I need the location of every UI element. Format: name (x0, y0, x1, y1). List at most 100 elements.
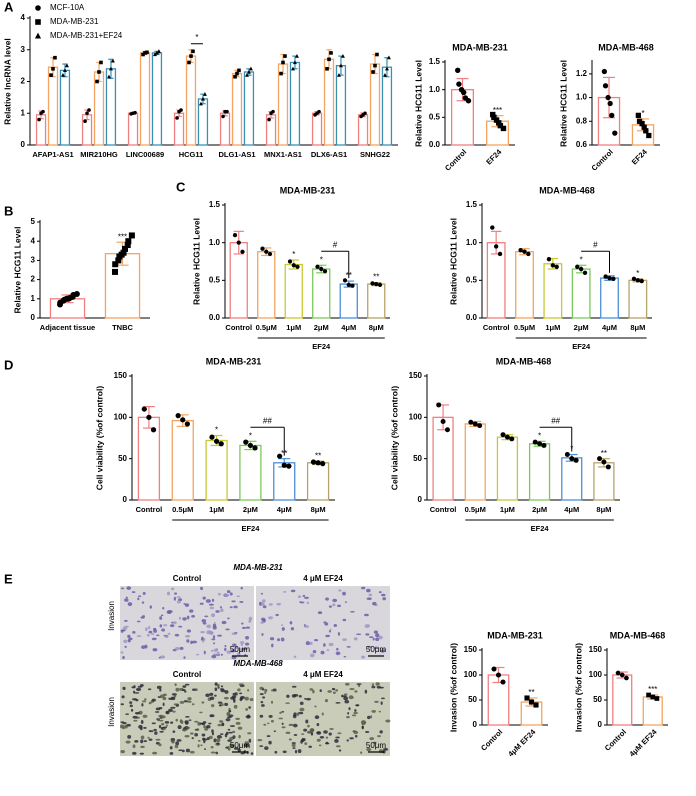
x-tick-label: DLX6-AS1 (311, 150, 347, 159)
x-tick-label: 4μM (602, 323, 617, 332)
cell (320, 650, 325, 655)
cell (354, 709, 357, 712)
data-point (582, 270, 588, 275)
bar (243, 71, 255, 146)
cell (212, 625, 217, 630)
data-point (53, 55, 57, 60)
cell (140, 616, 145, 619)
y-tick-label: 2 (31, 275, 36, 284)
cell (231, 655, 237, 660)
y-axis-label: Relative HCG11 Level (558, 60, 568, 147)
data-point (440, 418, 446, 424)
chart-title: MDA-MB-468 (539, 185, 595, 195)
bar (561, 457, 583, 501)
cell (184, 683, 190, 686)
cell (318, 744, 322, 747)
cell (316, 723, 320, 727)
data-point (122, 245, 129, 252)
comparison-label: # (593, 240, 598, 249)
significance-label: * (292, 250, 295, 259)
cell (158, 724, 162, 729)
cell (132, 715, 138, 719)
cell (247, 732, 252, 735)
bar (381, 66, 393, 146)
cell (281, 722, 284, 726)
cell (281, 726, 286, 729)
cell (166, 610, 170, 614)
cell (184, 603, 190, 607)
cell (144, 698, 147, 701)
cell (268, 616, 274, 620)
cell (232, 692, 237, 696)
cell (329, 628, 332, 631)
cell (187, 697, 192, 701)
cell (121, 725, 126, 730)
cell (378, 710, 381, 713)
panel-label: A (4, 0, 14, 14)
data-point (607, 275, 612, 281)
cell (162, 696, 167, 701)
cell (200, 586, 204, 591)
cell (226, 590, 231, 594)
data-point (237, 68, 241, 73)
cell (248, 738, 252, 743)
cell (307, 731, 312, 734)
x-tick-label: AFAP1-AS1 (32, 150, 73, 159)
micrograph (120, 682, 254, 756)
cell (147, 736, 150, 739)
cell (147, 688, 152, 691)
cell (375, 633, 380, 638)
cell (365, 731, 370, 733)
cell (261, 599, 266, 603)
cell (208, 735, 213, 740)
data-point (124, 242, 131, 249)
cell (161, 726, 164, 730)
cell (227, 617, 230, 620)
cell (145, 627, 148, 632)
cell (348, 707, 351, 711)
cell (205, 693, 210, 697)
data-point (35, 19, 41, 25)
data-point (179, 108, 183, 112)
data-point (472, 421, 478, 427)
cell (171, 621, 174, 624)
bar (289, 61, 301, 146)
cell (269, 637, 275, 641)
x-tick-label: Control (603, 727, 628, 752)
cell (264, 746, 269, 751)
column-label: Control (173, 670, 201, 679)
data-point (605, 464, 611, 470)
data-point (110, 58, 115, 63)
cell (334, 739, 339, 743)
cell (292, 747, 296, 749)
cell (211, 598, 215, 602)
cell (245, 626, 251, 629)
data-point (277, 453, 283, 459)
cell (305, 697, 311, 701)
chart-title: MDA-MB-231 (280, 185, 336, 195)
data-point (141, 406, 147, 412)
cell (371, 683, 375, 687)
cell (165, 710, 170, 715)
cell (297, 595, 302, 599)
cell (211, 655, 217, 659)
data-point (373, 63, 377, 68)
cell (232, 730, 236, 734)
cell (204, 615, 209, 618)
legend-label: MDA-MB-231 (50, 17, 99, 26)
cell (268, 715, 273, 718)
cell (374, 646, 379, 650)
cell (367, 715, 371, 720)
x-tick-label: Control (590, 147, 615, 172)
data-point (468, 419, 474, 425)
data-point (281, 60, 285, 65)
data-point (35, 5, 41, 11)
cell (126, 723, 131, 727)
data-point (550, 263, 556, 268)
y-tick-label: 1.0 (209, 238, 221, 247)
cell (125, 740, 131, 744)
cell (163, 693, 167, 697)
cell (286, 694, 290, 698)
cell (173, 695, 177, 698)
bar (311, 112, 323, 146)
